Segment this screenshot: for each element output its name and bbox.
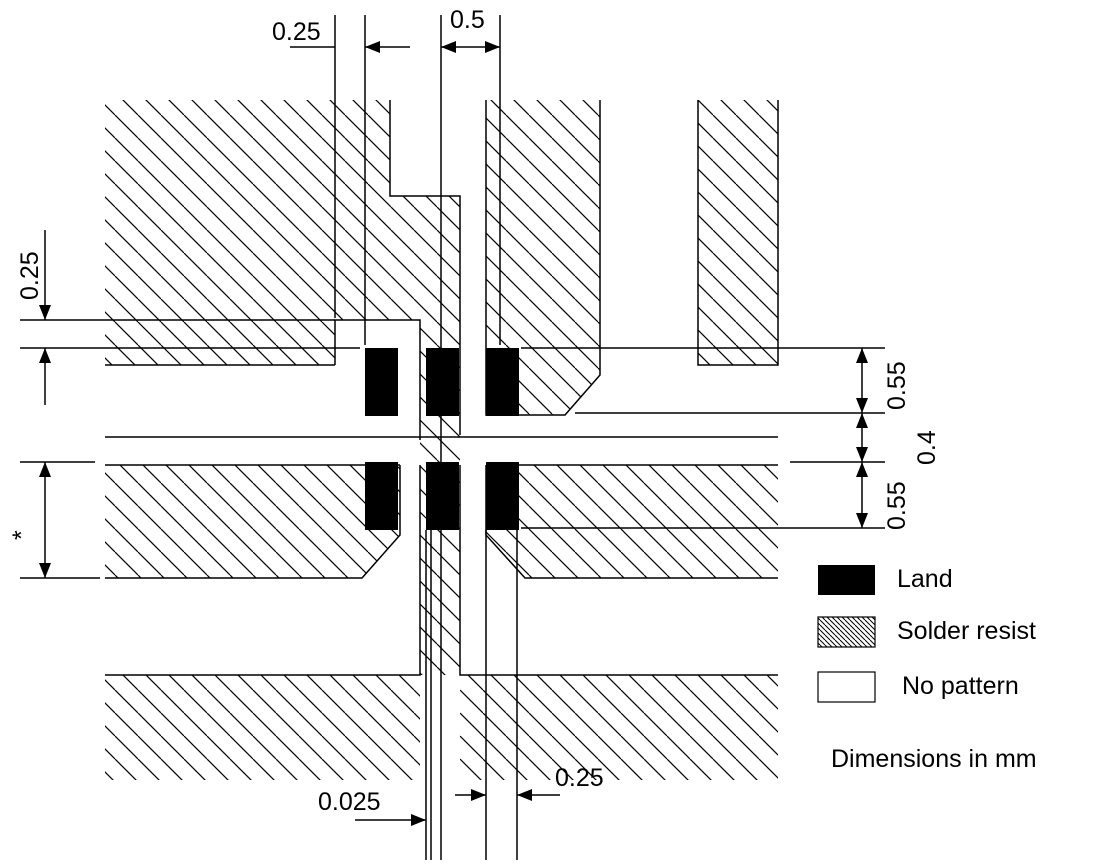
dim-label-bottom-right: 0.25 xyxy=(555,764,604,792)
resist-bottom-right xyxy=(460,675,778,780)
legend-swatch-no-pattern xyxy=(817,671,876,703)
legend-label-land: Land xyxy=(897,565,953,593)
resist-lower-left xyxy=(105,465,400,578)
dimension-lines xyxy=(20,15,885,860)
resist-upper-left xyxy=(105,100,460,435)
dim-label-right-middle: 0.4 xyxy=(913,430,941,465)
land-pads xyxy=(365,348,519,530)
dim-label-right-lower: 0.55 xyxy=(883,481,911,530)
units-note: Dimensions in mm xyxy=(831,745,1037,773)
land-pad-bottom-3 xyxy=(486,462,519,530)
land-pad-top-1 xyxy=(365,348,398,416)
dim-label-left-vertical: 0.25 xyxy=(16,251,44,300)
dim-label-top-left: 0.25 xyxy=(272,18,321,46)
land-pad-top-3 xyxy=(486,348,519,416)
channel-outlines xyxy=(105,100,779,676)
resist-bottom xyxy=(105,675,420,780)
land-pad-bottom-1 xyxy=(365,462,398,530)
resist-upper-right xyxy=(698,100,778,365)
land-pad-bottom-2 xyxy=(426,462,459,530)
dim-label-right-upper: 0.55 xyxy=(883,361,911,410)
legend-swatch-solder-resist xyxy=(817,616,876,648)
dim-label-top-right: 0.5 xyxy=(450,6,485,34)
legend-swatch-land xyxy=(818,565,875,595)
dim-label-left-star: * xyxy=(8,530,36,540)
land-pad-top-2 xyxy=(426,348,459,416)
resist-lower-right xyxy=(486,465,778,578)
legend-label-solder-resist: Solder resist xyxy=(897,617,1036,645)
solder-resist-regions xyxy=(105,100,778,780)
legend-label-no-pattern: No pattern xyxy=(902,672,1019,700)
dim-label-bottom-left: 0.025 xyxy=(318,788,381,816)
legend: Land Solder resist No pattern Dimensions… xyxy=(817,565,1037,773)
resist-upper-middle xyxy=(486,100,600,415)
